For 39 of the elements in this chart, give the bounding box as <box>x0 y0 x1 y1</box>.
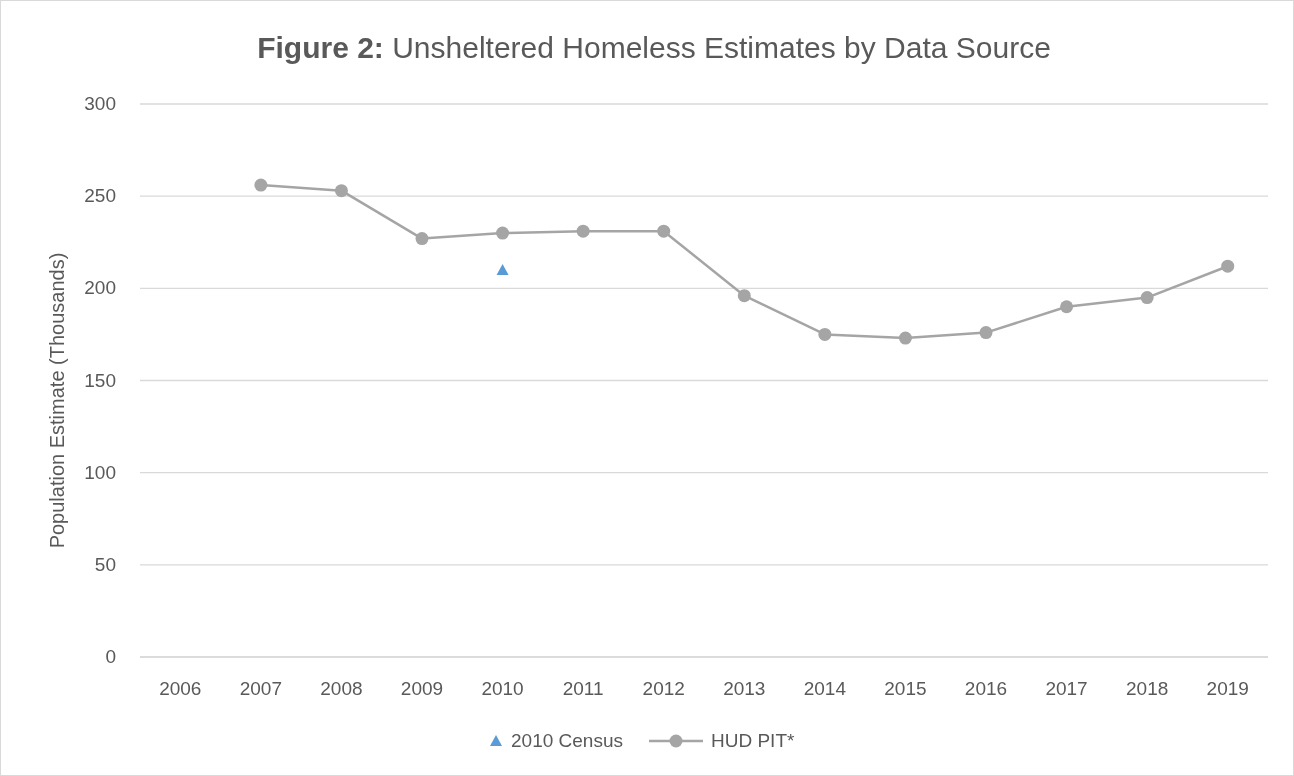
point <box>576 224 590 238</box>
x-tick-label: 2017 <box>1045 678 1088 699</box>
point <box>254 178 268 192</box>
y-axis-title: Population Estimate (Thousands) <box>46 252 68 549</box>
point <box>898 331 912 345</box>
x-tick-label: 2015 <box>884 678 927 699</box>
point <box>496 263 509 275</box>
x-tick-label: 2014 <box>803 678 847 699</box>
y-tick-label: 250 <box>84 185 116 207</box>
point <box>334 184 348 198</box>
y-tick-label: 50 <box>94 553 116 575</box>
x-tick-label: 2012 <box>642 678 685 699</box>
x-tick-label: 2018 <box>1126 678 1169 699</box>
point <box>1060 300 1074 314</box>
point <box>657 224 671 238</box>
y-tick-label: 150 <box>84 369 116 391</box>
x-tick-label: 2013 <box>723 678 766 699</box>
x-tick-label: 2011 <box>562 678 604 699</box>
point <box>415 232 429 246</box>
y-tick-label: 300 <box>84 93 116 114</box>
x-tick-label: 2016 <box>964 678 1008 699</box>
legend-label: 2010 Census <box>511 730 623 751</box>
x-tick-label: 2019 <box>1206 678 1249 699</box>
x-tick-label: 2009 <box>400 678 444 699</box>
point <box>496 226 510 240</box>
legend-label: HUD PIT* <box>711 730 795 751</box>
point <box>818 327 832 341</box>
x-tick-label: 2008 <box>320 678 363 699</box>
chart-title: Figure 2: Unsheltered Homeless Estimates by Data Source <box>257 31 1051 64</box>
x-tick-label: 2010 <box>481 678 524 699</box>
y-tick-label: 100 <box>84 461 116 483</box>
point <box>737 289 751 303</box>
x-tick-label: 2006 <box>159 678 202 699</box>
y-tick-label: 200 <box>84 277 116 299</box>
point <box>1140 291 1154 305</box>
point <box>1221 259 1235 273</box>
point <box>979 326 993 340</box>
x-tick-label: 2007 <box>239 678 282 699</box>
y-tick-label: 0 <box>105 646 116 667</box>
